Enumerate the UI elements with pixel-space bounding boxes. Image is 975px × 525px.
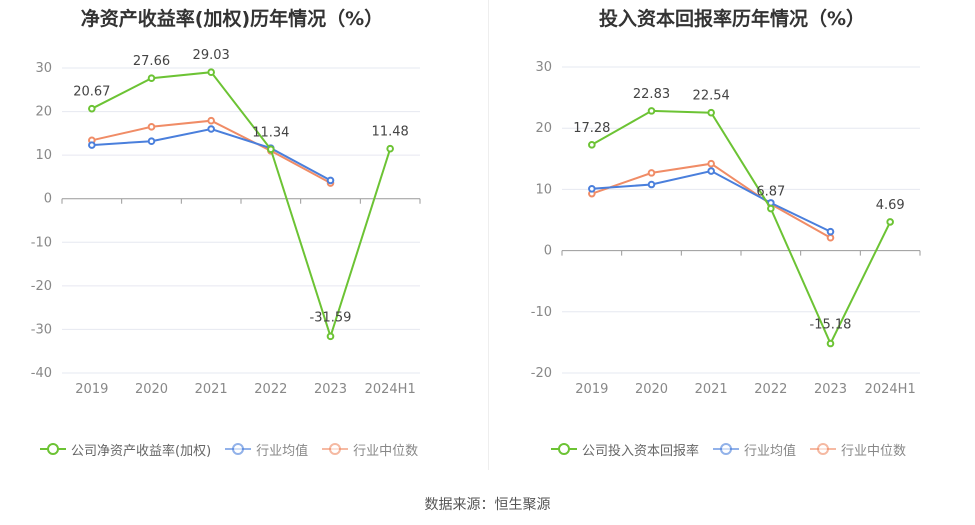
y-tick-label: -20 bbox=[531, 366, 552, 381]
x-tick-label: 2022 bbox=[254, 382, 287, 397]
roe-series-line-company bbox=[91, 71, 392, 340]
roe-point-average[interactable] bbox=[326, 176, 335, 185]
y-tick-label: 20 bbox=[535, 121, 552, 136]
roe-line-chart: 30 20 10 0 -10 -20 -30 -40 2019 2020 2021 2022 2023 2… bbox=[31, 48, 421, 397]
panel-divider bbox=[488, 0, 489, 470]
roic-point-company[interactable] bbox=[707, 108, 715, 117]
roe-chart-title: 净资产收益率(加权)历年情况（%） bbox=[80, 8, 384, 30]
roic-series-line-average bbox=[591, 169, 831, 233]
roic-point-average[interactable] bbox=[588, 184, 596, 193]
legend-item-industry-average[interactable]: 行业均值 bbox=[713, 440, 796, 459]
y-tick-label: 10 bbox=[535, 182, 552, 197]
x-tick-label: 2019 bbox=[75, 382, 108, 397]
roic-point-average[interactable] bbox=[707, 167, 715, 175]
roe-data-label: 11.34 bbox=[252, 125, 289, 140]
y-tick-label: -10 bbox=[531, 305, 552, 320]
roe-point-median[interactable] bbox=[207, 116, 215, 125]
roe-point-company[interactable] bbox=[147, 74, 156, 82]
roic-point-company[interactable] bbox=[886, 218, 894, 226]
legend-average-marker bbox=[225, 442, 252, 456]
x-tick-label: 2020 bbox=[135, 382, 168, 397]
legend-median-marker bbox=[322, 442, 349, 456]
roe-point-median[interactable] bbox=[147, 123, 156, 131]
x-tick-label: 2020 bbox=[635, 382, 668, 397]
y-tick-label: 30 bbox=[35, 61, 52, 76]
roe-point-company[interactable] bbox=[267, 145, 275, 154]
roic-point-company[interactable] bbox=[647, 107, 656, 115]
roic-chart-title: 投入资本回报率历年情况（%） bbox=[598, 8, 866, 30]
legend-industry-median-label: 行业中位数 bbox=[841, 443, 907, 459]
roic-point-median[interactable] bbox=[826, 233, 835, 242]
roic-point-median[interactable] bbox=[707, 159, 715, 168]
roic-point-average[interactable] bbox=[647, 180, 656, 189]
data-source-note: 数据来源：恒生聚源 bbox=[424, 497, 551, 513]
legend-average-marker bbox=[713, 442, 740, 456]
legend-item-company-roe[interactable]: 公司净资产收益率(加权) bbox=[40, 440, 211, 459]
y-tick-label: 10 bbox=[35, 148, 52, 163]
roic-data-label: 22.83 bbox=[633, 87, 670, 102]
roic-data-label: -15.18 bbox=[810, 318, 852, 333]
roe-point-company[interactable] bbox=[88, 104, 96, 113]
y-tick-label: -10 bbox=[31, 235, 52, 250]
roe-point-average[interactable] bbox=[207, 125, 215, 133]
legend-item-industry-median[interactable]: 行业中位数 bbox=[810, 440, 906, 459]
y-tick-label: 0 bbox=[44, 192, 52, 207]
legend-median-marker bbox=[810, 442, 837, 456]
x-tick-label: 2023 bbox=[314, 382, 347, 397]
roe-point-company[interactable] bbox=[386, 144, 394, 153]
roe-point-average[interactable] bbox=[88, 141, 96, 149]
roic-point-average[interactable] bbox=[826, 227, 835, 236]
legend-item-industry-median[interactable]: 行业中位数 bbox=[322, 440, 418, 459]
roe-data-label: 11.48 bbox=[372, 125, 409, 140]
roe-data-label: -31.59 bbox=[310, 310, 352, 325]
roe-data-label: 27.66 bbox=[133, 54, 170, 69]
legend-industry-median-label: 行业中位数 bbox=[353, 443, 419, 459]
x-tick-label: 2023 bbox=[814, 382, 847, 397]
roic-point-median[interactable] bbox=[647, 169, 656, 177]
y-tick-label: 20 bbox=[35, 105, 52, 120]
legend-item-industry-average[interactable]: 行业均值 bbox=[225, 440, 308, 459]
roic-data-label: 22.54 bbox=[693, 89, 730, 104]
x-tick-label: 2021 bbox=[695, 382, 728, 397]
legend-item-company-roic[interactable]: 公司投入资本回报率 bbox=[551, 440, 699, 459]
x-tick-label: 2024H1 bbox=[365, 382, 416, 397]
x-tick-label: 2022 bbox=[754, 382, 787, 397]
roic-data-label: 17.28 bbox=[573, 121, 610, 136]
roe-chart-legend: 公司净资产收益率(加权) 行业均值 行业中位数 bbox=[40, 438, 432, 460]
roe-point-average[interactable] bbox=[147, 137, 156, 145]
roic-line-chart: 30 20 10 0 -10 -20 2019 2020 2021 2022 2023 2024H1 1… bbox=[531, 60, 921, 397]
roe-data-label: 20.67 bbox=[73, 85, 110, 100]
y-tick-label: -30 bbox=[31, 322, 52, 337]
roe-point-company[interactable] bbox=[326, 332, 335, 341]
x-tick-label: 2021 bbox=[195, 382, 228, 397]
legend-company-marker bbox=[40, 442, 66, 456]
legend-company-marker bbox=[551, 442, 577, 456]
y-tick-label: 30 bbox=[535, 60, 552, 75]
legend-industry-average-label: 行业均值 bbox=[256, 443, 309, 459]
roic-point-company[interactable] bbox=[588, 141, 596, 149]
roic-point-company[interactable] bbox=[767, 204, 775, 213]
y-tick-label: -20 bbox=[31, 279, 52, 294]
roic-point-company[interactable] bbox=[826, 339, 835, 348]
y-tick-label: -40 bbox=[31, 366, 52, 381]
legend-company-roe-label: 公司净资产收益率(加权) bbox=[71, 443, 212, 459]
roic-series-line-company bbox=[591, 109, 892, 346]
y-tick-label: 0 bbox=[544, 244, 552, 259]
x-tick-label: 2019 bbox=[575, 382, 608, 397]
roic-data-label: 6.87 bbox=[756, 185, 785, 200]
roic-chart-legend: 公司投入资本回报率 行业均值 行业中位数 bbox=[551, 438, 920, 460]
roe-point-company[interactable] bbox=[207, 68, 215, 77]
legend-company-roic-label: 公司投入资本回报率 bbox=[582, 443, 700, 459]
roe-data-label: 29.03 bbox=[193, 48, 230, 63]
x-tick-label: 2024H1 bbox=[865, 382, 916, 397]
legend-industry-average-label: 行业均值 bbox=[744, 443, 797, 459]
roic-data-label: 4.69 bbox=[876, 198, 905, 213]
